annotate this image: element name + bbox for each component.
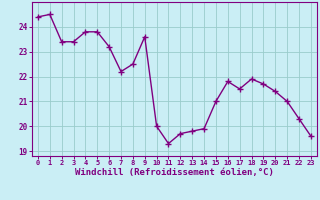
X-axis label: Windchill (Refroidissement éolien,°C): Windchill (Refroidissement éolien,°C) (75, 168, 274, 177)
